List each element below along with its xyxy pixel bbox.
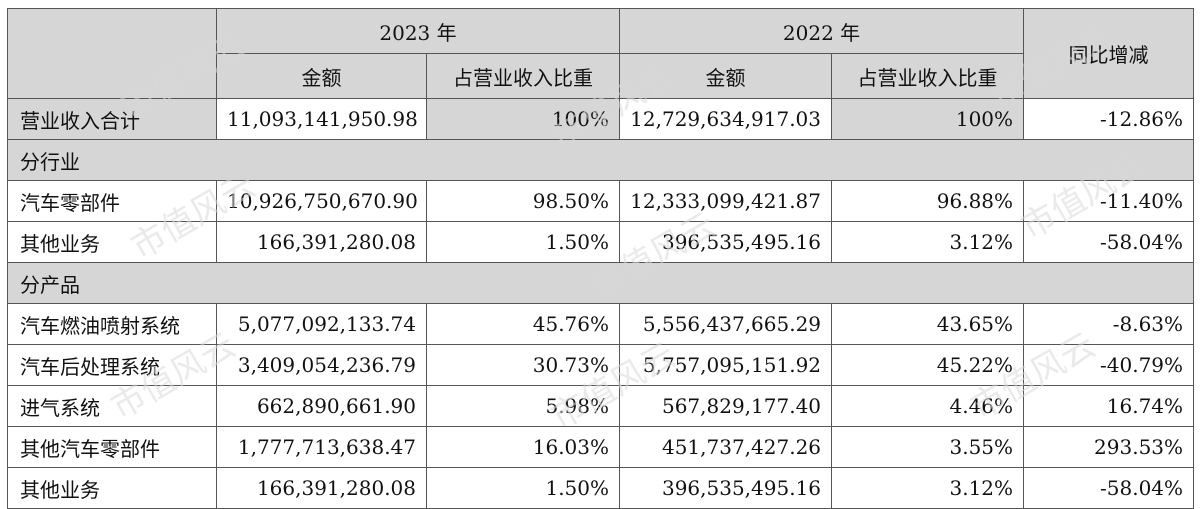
share-2022: 3.12% [831, 467, 1025, 509]
share-2022: 43.65% [831, 303, 1025, 345]
year-2023-header: 2023 年 [215, 8, 621, 54]
amount-2023: 166,391,280.08 [216, 467, 427, 509]
table-row: 进气系统 662,890,661.90 5.98% 567,829,177.40… [7, 385, 1195, 427]
total-label: 营业收入合计 [7, 98, 217, 140]
total-share-2023: 100% [425, 98, 621, 140]
share-2023: 45.76% [425, 303, 621, 345]
row-label: 其他汽车零部件 [7, 426, 217, 468]
row-label: 进气系统 [7, 385, 217, 427]
amount-2022: 12,333,099,421.87 [619, 180, 833, 222]
row-label: 汽车零部件 [7, 180, 217, 222]
share-2023: 16.03% [425, 426, 621, 468]
share-2022-header: 占营业收入比重 [831, 53, 1025, 99]
share-2022: 4.46% [831, 385, 1025, 427]
total-share-2022: 100% [831, 98, 1025, 140]
amount-2023: 662,890,661.90 [216, 385, 427, 427]
yoy-change: -58.04% [1023, 221, 1195, 263]
row-label: 其他业务 [7, 467, 217, 509]
share-2022: 96.88% [831, 180, 1025, 222]
table-row: 其他业务 166,391,280.08 1.50% 396,535,495.16… [7, 221, 1195, 263]
row-label: 汽车燃油喷射系统 [7, 303, 217, 345]
share-2022: 45.22% [831, 344, 1025, 386]
section-title: 分产品 [6, 262, 1195, 304]
share-2022: 3.12% [831, 221, 1025, 263]
yoy-header: 同比增减 [1023, 8, 1195, 99]
section-row: 分产品 [6, 262, 1195, 304]
amount-2023: 10,926,750,670.90 [216, 180, 427, 222]
amount-2022: 5,556,437,665.29 [619, 303, 833, 345]
year-2022-header: 2022 年 [619, 8, 1025, 54]
amount-2023: 3,409,054,236.79 [216, 344, 427, 386]
total-yoy: -12.86% [1023, 98, 1195, 140]
amount-2023: 5,077,092,133.74 [216, 303, 427, 345]
share-2022: 3.55% [831, 426, 1025, 468]
table-row: 汽车后处理系统 3,409,054,236.79 30.73% 5,757,09… [7, 344, 1195, 386]
yoy-change: -11.40% [1023, 180, 1195, 222]
revenue-table: 2023 年 2022 年 同比增减 金额 占营业收入比重 金额 占营业收入比重… [6, 8, 1195, 509]
share-2023: 30.73% [425, 344, 621, 386]
amount-2023-header: 金额 [216, 53, 427, 99]
amount-2023: 166,391,280.08 [216, 221, 427, 263]
share-2023: 5.98% [425, 385, 621, 427]
row-label: 其他业务 [7, 221, 217, 263]
amount-2022: 5,757,095,151.92 [619, 344, 833, 386]
share-2023: 1.50% [425, 221, 621, 263]
amount-2022: 451,737,427.26 [619, 426, 833, 468]
yoy-change: -8.63% [1023, 303, 1195, 345]
amount-2022: 396,535,495.16 [619, 221, 833, 263]
table-row: 其他汽车零部件 1,777,713,638.47 16.03% 451,737,… [7, 426, 1195, 468]
share-2023-header: 占营业收入比重 [425, 53, 621, 99]
section-title: 分行业 [6, 139, 1195, 181]
total-amount-2023: 11,093,141,950.98 [216, 98, 427, 140]
share-2023: 98.50% [425, 180, 621, 222]
table-row: 其他业务 166,391,280.08 1.50% 396,535,495.16… [7, 467, 1195, 509]
total-row: 营业收入合计 11,093,141,950.98 100% 12,729,634… [7, 98, 1195, 140]
amount-2022: 396,535,495.16 [619, 467, 833, 509]
amount-2022-header: 金额 [619, 53, 833, 99]
share-2023: 1.50% [425, 467, 621, 509]
corner-cell [7, 8, 217, 99]
yoy-change: 293.53% [1023, 426, 1195, 468]
section-row: 分行业 [6, 139, 1195, 181]
yoy-change: 16.74% [1023, 385, 1195, 427]
yoy-change: -40.79% [1023, 344, 1195, 386]
table-row: 汽车燃油喷射系统 5,077,092,133.74 45.76% 5,556,4… [7, 303, 1195, 345]
amount-2023: 1,777,713,638.47 [216, 426, 427, 468]
yoy-change: -58.04% [1023, 467, 1195, 509]
amount-2022: 567,829,177.40 [619, 385, 833, 427]
total-amount-2022: 12,729,634,917.03 [619, 98, 833, 140]
row-label: 汽车后处理系统 [7, 344, 217, 386]
table-row: 汽车零部件 10,926,750,670.90 98.50% 12,333,09… [7, 180, 1195, 222]
